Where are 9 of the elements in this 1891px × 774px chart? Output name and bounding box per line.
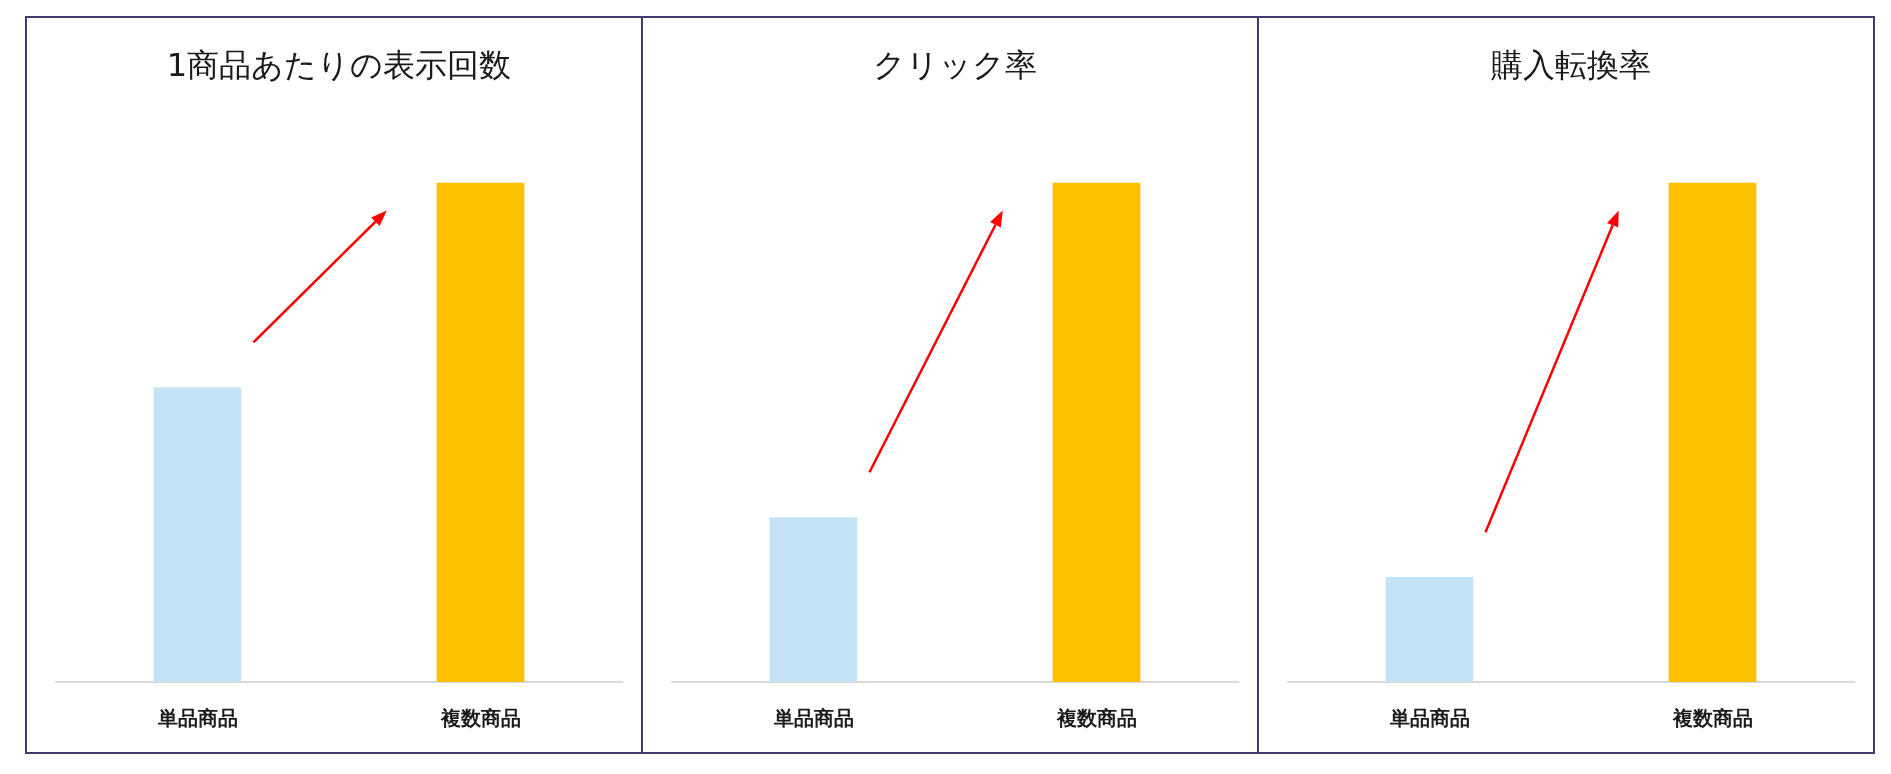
x-tick-label: 単品商品 (1388, 706, 1470, 731)
x-tick-label: 複数商品 (1055, 706, 1137, 731)
chart-title: 1商品あたりの表示回数 (166, 45, 512, 84)
x-tick-label: 単品商品 (156, 706, 238, 731)
x-tick-label: 単品商品 (772, 706, 854, 731)
chart-title: クリック率 (873, 45, 1037, 84)
x-tick-label: 複数商品 (439, 706, 521, 731)
chart-title: 購入転換率 (1491, 45, 1651, 84)
x-tick-label: 複数商品 (1671, 706, 1753, 731)
